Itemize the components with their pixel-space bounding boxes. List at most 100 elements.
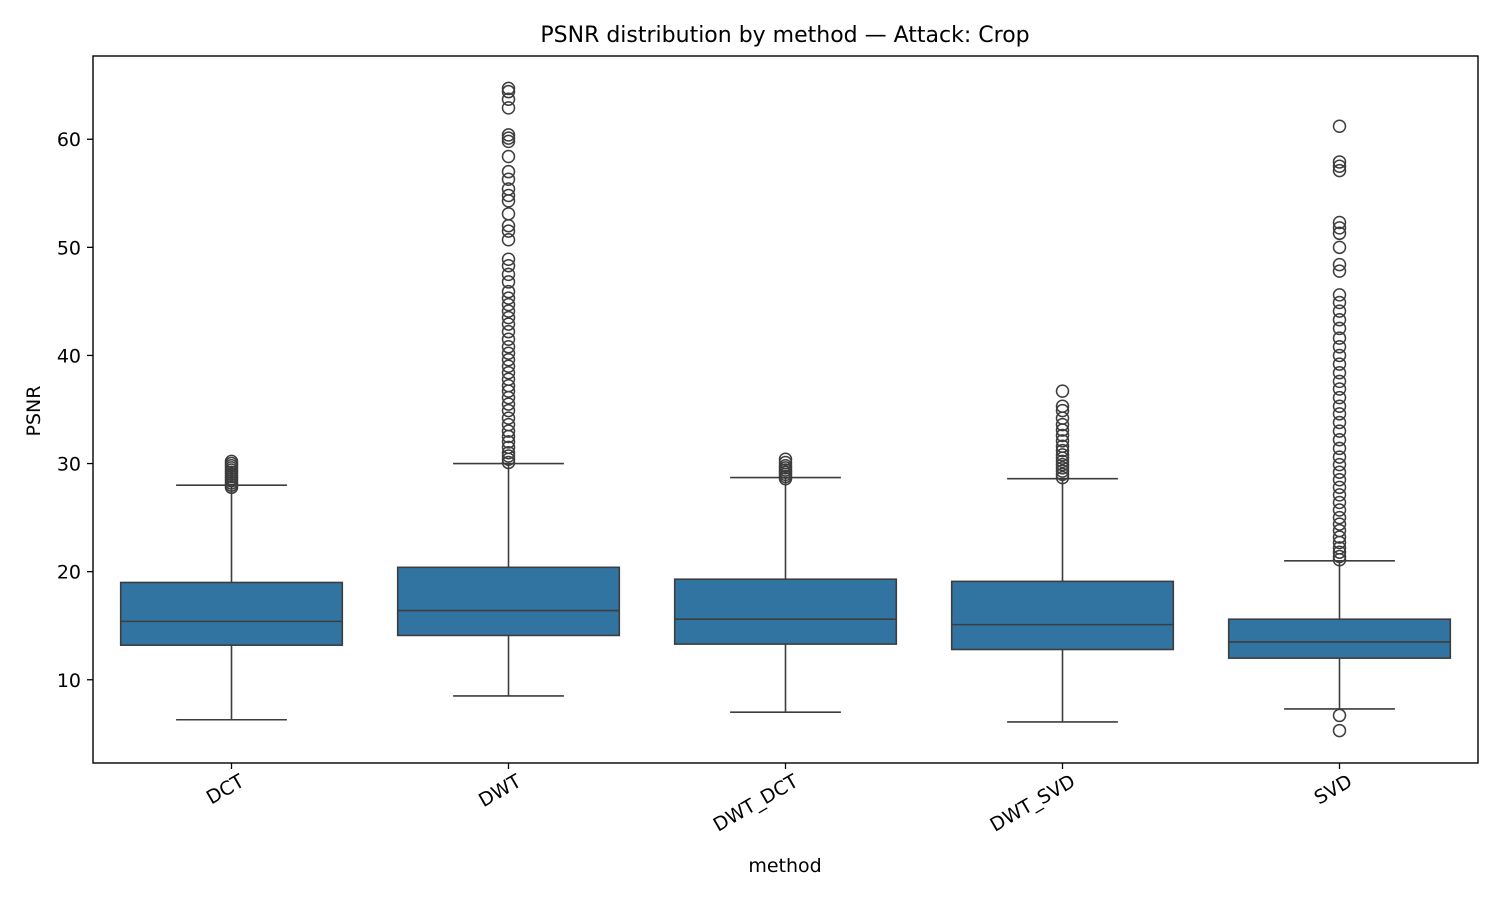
outlier-point-dwt bbox=[501, 188, 516, 203]
outlier-point-dwt bbox=[501, 435, 516, 449]
y-tick-label: 30 bbox=[57, 454, 81, 476]
y-axis-label: PSNR bbox=[23, 386, 45, 437]
iqr-box-dwt-dct bbox=[673, 578, 898, 645]
outlier-point-dwt bbox=[501, 275, 516, 289]
chart-title: PSNR distribution by method — Attack: Cr… bbox=[540, 23, 1029, 48]
outlier-point-dwt bbox=[501, 207, 516, 221]
outlier-point-dwt-svd bbox=[1055, 399, 1070, 414]
outlier-point-dwt-svd bbox=[1055, 470, 1070, 485]
outlier-point-dwt-svd bbox=[1055, 448, 1070, 462]
outlier-point-svd bbox=[1332, 545, 1347, 559]
outlier-point-svd bbox=[1332, 457, 1347, 472]
outlier-point-dwt-svd bbox=[1055, 384, 1070, 398]
outlier-point-dwt bbox=[501, 365, 516, 380]
outlier-point-dwt bbox=[501, 172, 516, 186]
box-group-dwt-svd bbox=[950, 384, 1175, 723]
plot-area bbox=[119, 81, 1452, 738]
y-tick-label: 60 bbox=[57, 129, 81, 151]
outlier-point-dwt-svd bbox=[1055, 417, 1070, 432]
outlier-point-dwt bbox=[501, 128, 516, 142]
outlier-point-dwt bbox=[501, 324, 516, 339]
outlier-point-svd bbox=[1332, 465, 1347, 479]
outlier-point-dwt bbox=[501, 258, 516, 273]
outlier-point-dwt bbox=[501, 310, 516, 325]
outlier-point-svd bbox=[1332, 257, 1347, 272]
outlier-point-svd bbox=[1332, 510, 1347, 525]
outlier-point-dwt bbox=[501, 417, 516, 432]
y-tick-label: 10 bbox=[57, 670, 81, 692]
outlier-point-dwt bbox=[501, 340, 516, 354]
outlier-point-dwt-svd bbox=[1055, 443, 1070, 458]
outlier-point-dwt bbox=[501, 455, 516, 470]
outlier-point-svd bbox=[1332, 503, 1347, 517]
outlier-point-dwt bbox=[501, 164, 516, 179]
outlier-point-svd bbox=[1332, 155, 1347, 169]
outlier-point-dwt bbox=[501, 317, 516, 331]
iqr-box-dct bbox=[119, 581, 344, 646]
outlier-point-dct bbox=[224, 454, 239, 469]
outlier-point-dwt bbox=[501, 134, 516, 149]
outlier-point-svd bbox=[1332, 321, 1347, 336]
outlier-point-dwt bbox=[501, 81, 516, 96]
outlier-point-dwt-dct bbox=[778, 455, 793, 470]
outlier-point-svd bbox=[1332, 433, 1347, 447]
outlier-point-dwt bbox=[501, 233, 516, 247]
outlier-point-dwt bbox=[501, 131, 516, 145]
outlier-point-svd bbox=[1332, 357, 1347, 371]
outlier-point-svd bbox=[1332, 473, 1347, 487]
outlier-point-dwt-svd bbox=[1055, 403, 1070, 418]
outlier-point-dwt bbox=[501, 84, 516, 99]
iqr-box-dwt bbox=[396, 566, 621, 637]
outlier-point-svd bbox=[1332, 348, 1347, 363]
outlier-point-dwt bbox=[501, 297, 516, 312]
outlier-point-dwt bbox=[501, 92, 516, 106]
outlier-point-svd bbox=[1332, 295, 1347, 310]
outlier-point-dwt bbox=[501, 182, 516, 196]
outlier-point-svd bbox=[1332, 441, 1347, 456]
y-tick-label: 40 bbox=[57, 345, 81, 367]
outlier-point-svd bbox=[1332, 365, 1347, 380]
outlier-point-svd bbox=[1332, 221, 1347, 235]
outlier-point-svd bbox=[1332, 374, 1347, 389]
outlier-point-dwt bbox=[501, 424, 516, 438]
outlier-point-svd bbox=[1332, 541, 1347, 555]
outlier-point-dwt-svd bbox=[1055, 454, 1070, 469]
outlier-point-dwt bbox=[501, 449, 516, 463]
outlier-point-svd bbox=[1332, 163, 1347, 178]
outlier-point-dwt bbox=[501, 284, 516, 299]
outlier-point-svd bbox=[1332, 313, 1347, 327]
outlier-point-dwt bbox=[501, 397, 516, 411]
outlier-point-svd bbox=[1332, 304, 1347, 318]
outlier-point-svd bbox=[1332, 407, 1347, 421]
outlier-point-svd bbox=[1332, 450, 1347, 464]
outlier-point-svd bbox=[1332, 159, 1347, 174]
iqr-box-svd bbox=[1227, 618, 1452, 659]
outlier-point-dwt-svd bbox=[1055, 434, 1070, 448]
outlier-point-svd bbox=[1332, 340, 1347, 354]
outlier-point-svd bbox=[1332, 415, 1347, 430]
outlier-point-svd bbox=[1332, 523, 1347, 538]
outlier-point-svd bbox=[1332, 264, 1347, 278]
outlier-point-dwt-svd bbox=[1055, 467, 1070, 482]
outlier-point-svd bbox=[1332, 390, 1347, 405]
box-group-dwt-dct bbox=[673, 452, 898, 713]
y-tick-label: 20 bbox=[57, 562, 81, 584]
outlier-point-dwt bbox=[501, 372, 516, 386]
outlier-point-dwt-svd bbox=[1055, 464, 1070, 478]
outlier-point-svd bbox=[1332, 215, 1347, 230]
outlier-point-svd bbox=[1332, 240, 1347, 255]
outlier-point-dwt bbox=[501, 403, 516, 418]
outlier-point-svd bbox=[1332, 288, 1347, 302]
outlier-point-dwt-svd bbox=[1055, 428, 1070, 443]
outlier-point-svd bbox=[1332, 399, 1347, 414]
outlier-point-dwt bbox=[501, 378, 516, 393]
outlier-point-dwt bbox=[501, 445, 516, 460]
outlier-point-dwt-svd bbox=[1055, 457, 1070, 472]
outlier-point-dwt bbox=[501, 291, 516, 305]
outlier-point-svd bbox=[1332, 530, 1347, 544]
outlier-point-dwt bbox=[501, 440, 516, 455]
iqr-box-dwt-svd bbox=[950, 580, 1175, 651]
outlier-point-svd bbox=[1332, 495, 1347, 510]
